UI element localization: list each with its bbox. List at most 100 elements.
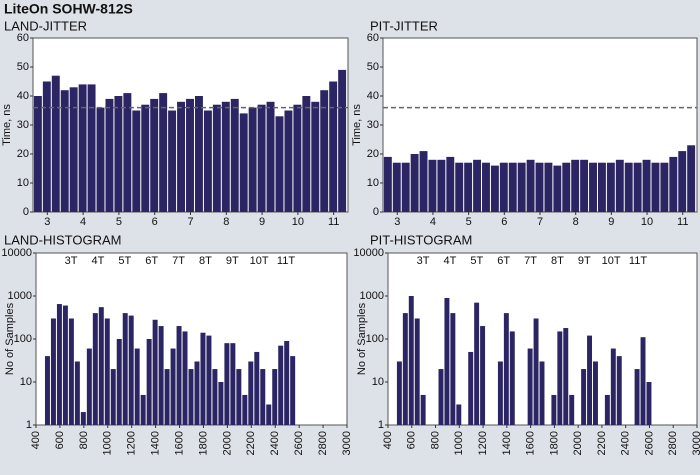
bar — [284, 110, 293, 212]
bar — [383, 156, 392, 212]
bar — [646, 382, 652, 425]
y-tick-label: 1000 — [8, 290, 32, 302]
bar — [633, 162, 642, 212]
bar — [320, 90, 329, 212]
bar — [562, 162, 571, 212]
x-tick-label: 1600 — [525, 431, 537, 455]
bar — [51, 75, 60, 212]
bar — [497, 361, 503, 425]
bar — [616, 356, 622, 425]
y-tick-label: 20 — [367, 148, 379, 160]
x-tick-label: 400 — [30, 431, 42, 449]
y-tick-label: 100 — [366, 333, 384, 345]
y-tick-label: 10000 — [353, 247, 384, 259]
bar — [141, 104, 150, 212]
peak-label: 10T — [602, 255, 621, 267]
bar — [610, 348, 616, 425]
panel-title: PIT-JITTER — [370, 18, 438, 33]
bar — [96, 107, 105, 212]
x-tick-label: 5 — [116, 216, 122, 228]
y-tick-label: 1 — [26, 419, 32, 431]
x-tick-label: 6 — [152, 216, 158, 228]
bar — [402, 313, 408, 425]
y-axis-label: No of Samples — [4, 302, 16, 375]
bar — [419, 151, 428, 212]
x-tick-label: 1800 — [197, 431, 209, 455]
x-tick-label: 2200 — [245, 431, 257, 455]
bar — [464, 162, 473, 212]
bar — [105, 98, 114, 212]
bar — [490, 165, 499, 212]
bar — [517, 162, 526, 212]
bar — [420, 394, 426, 425]
y-axis-label: Time, ns — [351, 104, 363, 146]
bar — [642, 159, 651, 212]
bar — [581, 369, 587, 425]
x-tick-label: 1200 — [126, 431, 138, 455]
y-tick-label: 10 — [17, 177, 29, 189]
bar — [44, 356, 50, 425]
bar — [182, 331, 188, 425]
bar — [152, 319, 158, 425]
bar — [266, 101, 275, 212]
bar — [290, 356, 296, 425]
bar — [499, 162, 508, 212]
peak-label: 6T — [145, 255, 158, 267]
peak-label: 5T — [118, 255, 131, 267]
bar — [456, 404, 462, 425]
x-tick-label: 2000 — [221, 431, 233, 455]
y-tick-label: 30 — [17, 119, 29, 131]
bar — [410, 154, 419, 212]
peak-label: 8T — [199, 255, 212, 267]
x-tick-label: 2200 — [596, 431, 608, 455]
x-tick-label: 4 — [80, 216, 86, 228]
bar — [230, 98, 239, 212]
bar — [146, 339, 152, 425]
bar — [539, 361, 545, 425]
bar — [634, 369, 640, 425]
bar — [482, 162, 490, 212]
bar — [508, 162, 517, 212]
bar — [272, 369, 278, 425]
bar — [593, 361, 598, 425]
bar — [224, 343, 230, 425]
bar — [132, 110, 141, 212]
bar — [438, 369, 444, 425]
bar — [392, 162, 401, 212]
bar — [624, 162, 633, 212]
bar — [87, 84, 96, 212]
bar — [266, 404, 272, 425]
y-tick-label: 1 — [378, 419, 384, 431]
peak-label: 11T — [629, 255, 647, 267]
bar — [114, 96, 123, 212]
x-tick-label: 11 — [328, 216, 339, 228]
bar — [69, 87, 78, 212]
bar — [168, 110, 177, 212]
y-tick-label: 10 — [20, 376, 32, 388]
x-tick-label: 1400 — [501, 431, 513, 455]
bar — [194, 361, 200, 425]
peak-label: 8T — [551, 255, 564, 267]
bar — [164, 369, 170, 425]
bar — [589, 162, 597, 212]
x-tick-label: 2800 — [667, 431, 679, 455]
bar — [33, 96, 42, 212]
y-axis-label: No of Samples — [356, 302, 368, 375]
x-tick-label: 7 — [187, 216, 193, 228]
bar — [122, 313, 128, 425]
x-tick-label: 5 — [466, 216, 472, 228]
bar — [260, 369, 266, 425]
bar — [551, 394, 557, 425]
y-tick-label: 50 — [17, 61, 29, 73]
y-tick-label: 1000 — [360, 290, 384, 302]
bar — [221, 101, 230, 212]
bar — [526, 159, 535, 212]
bar — [128, 315, 134, 425]
peak-label: 4T — [443, 255, 456, 267]
x-tick-label: 3000 — [691, 431, 700, 455]
bar — [338, 69, 347, 213]
bar — [687, 145, 696, 212]
bar — [170, 348, 176, 425]
bar — [450, 313, 456, 425]
